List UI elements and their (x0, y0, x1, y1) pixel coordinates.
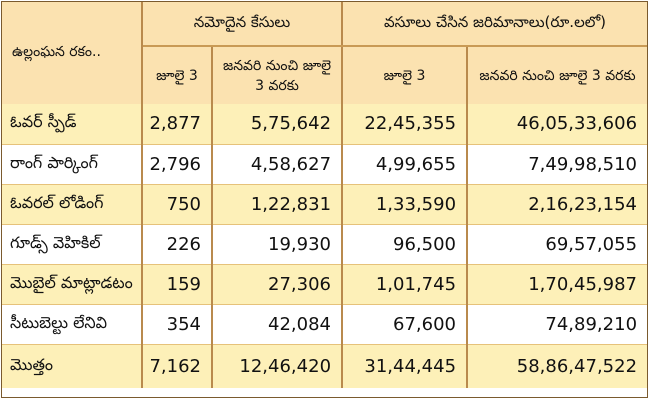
fines-july3-cell: 1,01,745 (342, 264, 469, 305)
fines-july3-cell: 4,99,655 (342, 144, 469, 185)
fines-july3-cell: 31,44,445 (342, 344, 469, 388)
fines-total-cell: 2,16,23,154 (467, 184, 647, 225)
fines-july3-cell: 67,600 (342, 304, 469, 345)
cases-july3-cell: 226 (142, 224, 213, 265)
fines-july3-cell: 22,45,355 (342, 104, 469, 145)
cases-july3-header: జూలై 3 (142, 46, 213, 104)
cases-july3-cell: 159 (142, 264, 213, 305)
cases-total-cell: 27,306 (212, 264, 344, 305)
table-row: రాంగ్ పార్కింగ్ 2,796 4,58,627 4,99,655 … (2, 144, 647, 185)
cases-july3-cell: 2,877 (142, 104, 213, 145)
fines-total-cell: 74,89,210 (467, 304, 647, 345)
fines-total-cell: 1,70,45,987 (467, 264, 647, 305)
table-row: ఓవర్ స్పీడ్ 2,877 5,75,642 22,45,355 46,… (2, 104, 647, 145)
table-row-total: మొత్తం 7,162 12,46,420 31,44,445 58,86,4… (2, 344, 647, 388)
cases-group-header: నమోదైన కేసులు (142, 2, 344, 47)
violation-type-header: ఉల్లంఘన రకం.. (2, 2, 143, 104)
cases-total-cell: 12,46,420 (212, 344, 344, 388)
table-row: సీటుబెల్టు లేనివి 354 42,084 67,600 74,8… (2, 304, 647, 345)
cases-total-cell: 5,75,642 (212, 104, 344, 145)
violation-type-cell: ఓవర్ స్పీడ్ (2, 104, 143, 145)
fines-group-header: వసూలు చేసిన జరిమానాలు(రూ.లలో) (342, 2, 647, 47)
cases-july3-cell: 7,162 (142, 344, 213, 388)
cases-jan-july3-header: జనవరి నుంచి జూలై 3 వరకు (212, 46, 344, 104)
fines-july3-cell: 1,33,590 (342, 184, 469, 225)
cases-july3-cell: 2,796 (142, 144, 213, 185)
total-label-cell: మొత్తం (2, 344, 143, 388)
fines-total-cell: 58,86,47,522 (467, 344, 647, 388)
fines-jan-july3-header: జనవరి నుంచి జూలై 3 వరకు (467, 46, 647, 104)
fines-july3-cell: 96,500 (342, 224, 469, 265)
violation-type-cell: సీటుబెల్టు లేనివి (2, 304, 143, 345)
fines-total-cell: 46,05,33,606 (467, 104, 647, 145)
fines-total-cell: 69,57,055 (467, 224, 647, 265)
table-row: ఓవరల్ లోడింగ్ 750 1,22,831 1,33,590 2,16… (2, 184, 647, 225)
cases-total-cell: 19,930 (212, 224, 344, 265)
cases-july3-cell: 750 (142, 184, 213, 225)
violation-type-cell: రాంగ్ పార్కింగ్ (2, 144, 143, 185)
table-row: మొబైల్ మాట్లాడటం 159 27,306 1,01,745 1,7… (2, 264, 647, 305)
fines-total-cell: 7,49,98,510 (467, 144, 647, 185)
traffic-violations-table: ఉల్లంఘన రకం.. నమోదైన కేసులు వసూలు చేసిన … (2, 2, 647, 388)
cases-total-cell: 1,22,831 (212, 184, 344, 225)
cases-total-cell: 4,58,627 (212, 144, 344, 185)
fines-july3-header: జూలై 3 (342, 46, 469, 104)
cases-july3-cell: 354 (142, 304, 213, 345)
violation-type-cell: ఓవరల్ లోడింగ్ (2, 184, 143, 225)
cases-total-cell: 42,084 (212, 304, 344, 345)
table-row: గూడ్స్ వెహికిల్ 226 19,930 96,500 69,57,… (2, 224, 647, 265)
violation-type-cell: గూడ్స్ వెహికిల్ (2, 224, 143, 265)
violation-type-cell: మొబైల్ మాట్లాడటం (2, 264, 143, 305)
